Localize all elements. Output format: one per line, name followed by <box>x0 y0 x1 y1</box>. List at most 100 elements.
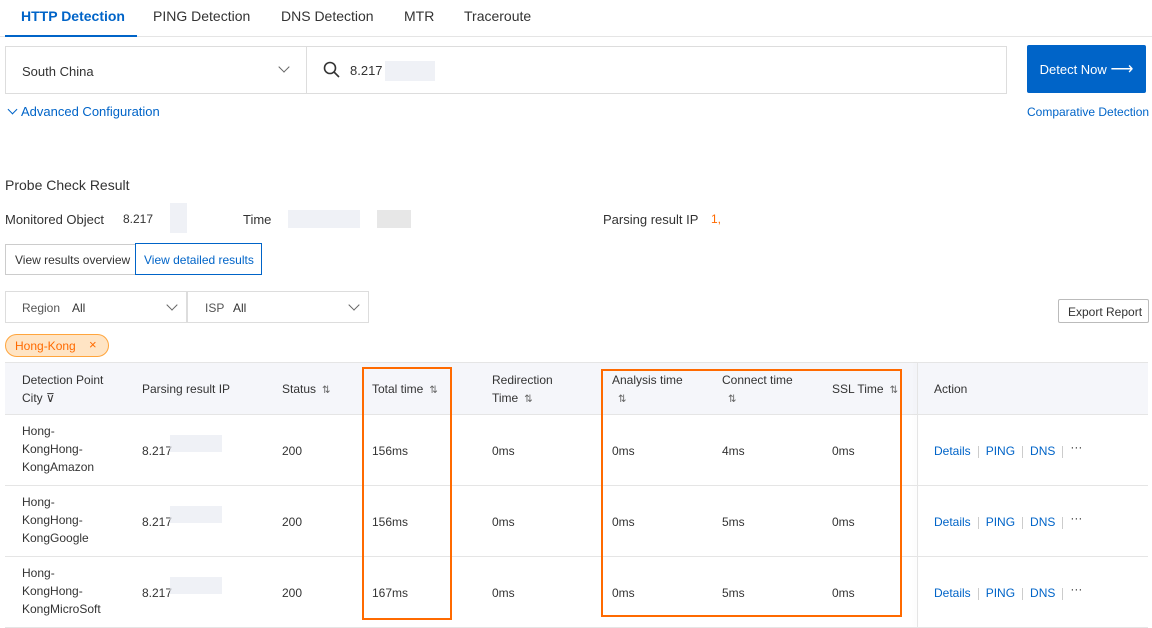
header-ip: Parsing result IP <box>142 382 231 396</box>
value: All <box>72 301 86 315</box>
cell-status: 200 <box>282 444 303 458</box>
target-value: 8.217 <box>350 63 383 78</box>
target-input[interactable]: 8.217 <box>306 46 1007 94</box>
cell-connect-time: 5ms <box>722 515 745 529</box>
label: Region <box>22 301 61 315</box>
cell-ip: 8.217 <box>142 515 173 529</box>
label: Export Report <box>1068 305 1143 319</box>
sort-icon[interactable]: ⇅ <box>618 394 627 405</box>
more-icon[interactable]: ··· <box>1070 511 1083 525</box>
header-redirection[interactable]: Redirection Time ⇅ <box>492 371 553 409</box>
cell-connect-time: 5ms <box>722 586 745 600</box>
t: Hong- <box>22 424 55 438</box>
header-ssl[interactable]: SSL Time ⇅ <box>832 380 898 400</box>
header-connect[interactable]: Connect time ⇅ <box>722 371 793 409</box>
cell-actions: Details PING DNS ··· <box>934 582 1083 602</box>
details-link[interactable]: Details <box>934 586 971 600</box>
table-row <box>5 415 1148 486</box>
h: SSL Time <box>832 382 884 396</box>
arrow-right-icon: ⟶ <box>1110 61 1134 78</box>
monitored-label: Monitored Object <box>5 212 104 227</box>
dns-link[interactable]: DNS <box>1030 586 1056 600</box>
cell-redirection-time: 0ms <box>492 515 515 529</box>
t: Hong- <box>22 566 55 580</box>
cell-city: Hong- KongHong- KongGoogle <box>22 493 89 547</box>
table-header <box>5 362 1148 415</box>
region-select[interactable]: South China <box>5 46 307 94</box>
cell-redirection-time: 0ms <box>492 586 515 600</box>
label: ISP <box>205 301 225 315</box>
more-icon[interactable]: ··· <box>1070 582 1083 596</box>
more-icon[interactable]: ··· <box>1070 440 1083 454</box>
cell-ip: 8.217 <box>142 586 173 600</box>
sort-icon[interactable]: ⇅ <box>429 385 438 396</box>
chevron-down-icon <box>7 104 18 115</box>
tab-dns[interactable]: DNS Detection <box>281 8 374 24</box>
cell-city: Hong- KongHong- KongAmazon <box>22 422 94 476</box>
cell-ssl-time: 0ms <box>832 515 855 529</box>
header-city: Detection Point City ⊽ <box>22 371 103 407</box>
t: Hong- <box>22 495 55 509</box>
tab-ping[interactable]: PING Detection <box>153 8 251 24</box>
sort-icon[interactable]: ⇅ <box>728 394 737 405</box>
tab-mtr[interactable]: MTR <box>404 8 435 24</box>
h: City <box>22 391 43 405</box>
search-icon <box>323 61 340 78</box>
highlight-box-timings <box>601 369 902 617</box>
cell-ip: 8.217 <box>142 444 173 458</box>
cell-total-time: 156ms <box>372 515 409 529</box>
tab-http[interactable]: HTTP Detection <box>21 8 125 24</box>
t: KongHong- <box>22 584 83 598</box>
header-status[interactable]: Status ⇅ <box>282 380 330 400</box>
t: KongAmazon <box>22 460 95 474</box>
dns-link[interactable]: DNS <box>1030 515 1056 529</box>
cell-actions: Details PING DNS ··· <box>934 511 1083 531</box>
ping-link[interactable]: PING <box>985 586 1016 600</box>
t: KongMicroSoft <box>22 602 101 616</box>
monitored-value: 8.217 <box>123 212 154 226</box>
t: KongGoogle <box>22 531 89 545</box>
cell-analysis-time: 0ms <box>612 586 635 600</box>
cell-ssl-time: 0ms <box>832 586 855 600</box>
sort-icon[interactable]: ⇅ <box>322 385 331 396</box>
detect-label: Detect Now <box>1039 61 1107 77</box>
h: Time <box>492 391 519 405</box>
h: Status <box>282 382 317 396</box>
header-analysis[interactable]: Analysis time ⇅ <box>612 371 683 409</box>
header-total-time[interactable]: Total time ⇅ <box>372 380 438 400</box>
advanced-label: Advanced Configuration <box>21 104 160 119</box>
close-icon[interactable]: × <box>89 337 97 352</box>
details-link[interactable]: Details <box>934 515 971 529</box>
parsing-ip-value: 1, <box>711 212 722 226</box>
advanced-config-toggle[interactable]: Advanced Configuration <box>7 104 160 119</box>
h: Detection Point <box>22 373 104 387</box>
cell-actions: Details PING DNS ··· <box>934 440 1083 460</box>
dns-link[interactable]: DNS <box>1030 444 1056 458</box>
export-report-button[interactable]: Export Report <box>1058 299 1149 323</box>
label: View results overview <box>15 253 131 267</box>
h: Analysis time <box>612 373 683 387</box>
chevron-down-icon <box>348 299 360 311</box>
cell-analysis-time: 0ms <box>612 515 635 529</box>
header-action: Action <box>934 382 968 396</box>
region-value: South China <box>22 64 94 79</box>
value: All <box>233 301 247 315</box>
cell-status: 200 <box>282 515 303 529</box>
ping-link[interactable]: PING <box>985 515 1016 529</box>
tab-traceroute[interactable]: Traceroute <box>464 8 532 24</box>
comparative-detection-link[interactable]: Comparative Detection <box>1027 105 1150 119</box>
table-row <box>5 486 1148 557</box>
region-filter[interactable]: Region All <box>5 291 187 323</box>
chevron-down-icon <box>278 61 290 73</box>
time-label: Time <box>243 212 272 227</box>
filter-icon[interactable]: ⊽ <box>46 391 55 405</box>
detect-now-button[interactable]: Detect Now ⟶ <box>1027 45 1146 93</box>
view-detailed-button[interactable]: View detailed results <box>135 243 262 275</box>
ping-link[interactable]: PING <box>985 444 1016 458</box>
cell-total-time: 167ms <box>372 586 409 600</box>
isp-filter[interactable]: ISP All <box>187 291 369 323</box>
view-overview-button[interactable]: View results overview <box>5 244 136 275</box>
sort-icon[interactable]: ⇅ <box>889 385 898 396</box>
sort-icon[interactable]: ⇅ <box>524 394 533 405</box>
details-link[interactable]: Details <box>934 444 971 458</box>
